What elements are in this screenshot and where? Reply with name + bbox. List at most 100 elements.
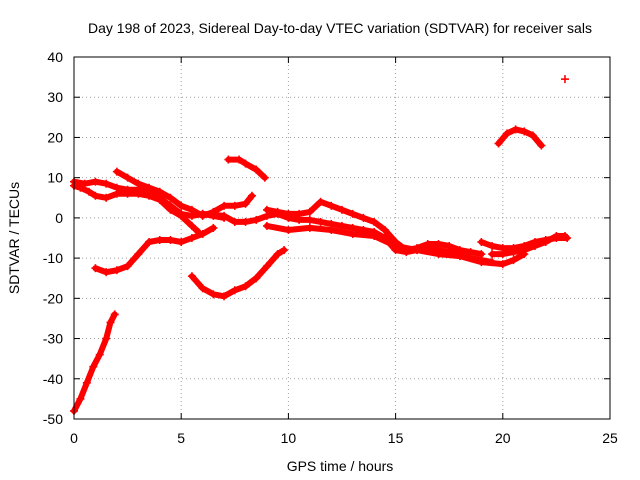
data-point <box>82 378 91 387</box>
data-point <box>80 179 89 188</box>
data-point <box>220 292 229 301</box>
y-tick-label: 0 <box>55 210 63 226</box>
data-point <box>280 246 289 255</box>
data-point <box>123 262 132 271</box>
data-point <box>235 155 244 164</box>
series-track <box>188 247 288 300</box>
data-point <box>187 221 196 230</box>
x-tick-label: 0 <box>70 430 78 446</box>
data-point <box>528 131 537 140</box>
data-point <box>273 207 282 216</box>
data-point <box>241 199 250 208</box>
data-point <box>338 205 346 214</box>
y-tick-label: -40 <box>43 371 63 387</box>
series-track <box>495 126 545 149</box>
series-arc-right-peak <box>494 125 546 150</box>
data-point <box>112 167 121 176</box>
data-point <box>155 236 164 245</box>
series-arc-low-left <box>91 223 218 277</box>
data-point <box>177 238 186 247</box>
data-point <box>338 221 346 230</box>
data-point <box>560 231 569 240</box>
data-point <box>260 173 269 182</box>
series-track <box>225 156 268 181</box>
y-tick-label: 20 <box>47 129 63 145</box>
x-tick-label: 15 <box>388 430 404 446</box>
data-point <box>503 129 512 138</box>
data-point <box>91 191 100 200</box>
data-point <box>488 250 497 259</box>
data-point <box>316 197 325 206</box>
data-point <box>370 231 379 240</box>
data-point <box>305 223 314 232</box>
data-point <box>295 209 304 218</box>
data-point <box>348 229 357 238</box>
data-point <box>198 284 207 293</box>
data-point <box>498 250 507 259</box>
data-point <box>123 173 132 182</box>
data-point <box>262 205 271 214</box>
data-point <box>220 211 229 220</box>
data-point <box>102 193 111 202</box>
grid <box>74 57 610 419</box>
data-point <box>123 185 132 194</box>
data-point <box>359 213 368 222</box>
axis-ticks: 0 5 10 15 20 25 -50 -40 -30 -20 -10 0 10 20 30 40 <box>43 49 618 446</box>
data-point <box>252 274 261 283</box>
data-point <box>552 231 561 240</box>
data-point <box>230 201 239 210</box>
data-point <box>247 191 256 200</box>
data-point <box>112 266 121 275</box>
data-point <box>445 242 454 251</box>
data-point <box>134 179 143 188</box>
data-point <box>455 252 464 261</box>
x-tick-label: 25 <box>602 430 618 446</box>
data-point <box>187 205 196 214</box>
data-point <box>380 225 389 234</box>
data-point <box>477 258 486 267</box>
y-tick-label: -50 <box>43 411 63 427</box>
data-point <box>198 229 207 238</box>
series-track <box>92 224 217 276</box>
data-point <box>370 217 379 226</box>
series-arc-mid-dip <box>187 246 289 301</box>
data-point <box>520 127 529 136</box>
data-point <box>91 264 100 273</box>
data-point <box>102 179 111 188</box>
x-tick-label: 5 <box>177 430 185 446</box>
data-point <box>166 201 175 210</box>
series-arc-short-high <box>224 155 269 182</box>
y-tick-label: 40 <box>47 49 63 65</box>
data-point <box>209 223 218 232</box>
data-point <box>102 334 111 343</box>
data-point <box>252 215 261 224</box>
data-point <box>134 250 143 259</box>
data-point <box>177 209 186 218</box>
data-point <box>477 250 486 259</box>
data-point <box>230 217 239 226</box>
data-point <box>509 248 518 257</box>
data-point <box>488 242 497 251</box>
data-point <box>316 217 325 226</box>
series-arc-center-c <box>262 221 529 269</box>
y-tick-label: -30 <box>43 331 63 347</box>
data-point <box>209 290 218 299</box>
data-point <box>187 234 196 242</box>
data-point <box>252 165 261 174</box>
data-point <box>220 201 229 210</box>
data-point <box>284 209 293 218</box>
series-arc-steep-rise <box>70 310 119 415</box>
data-point <box>530 242 539 251</box>
data-point <box>498 260 507 269</box>
data-point <box>434 250 443 259</box>
data-point <box>187 272 196 281</box>
data-point <box>241 217 250 226</box>
data-point <box>95 350 104 359</box>
data-marks <box>70 75 572 415</box>
series-isolated-point <box>560 75 569 84</box>
y-tick-label: 30 <box>47 89 63 105</box>
data-point <box>541 238 550 247</box>
x-tick-label: 10 <box>281 430 297 446</box>
x-axis-label: GPS time / hours <box>287 458 394 474</box>
